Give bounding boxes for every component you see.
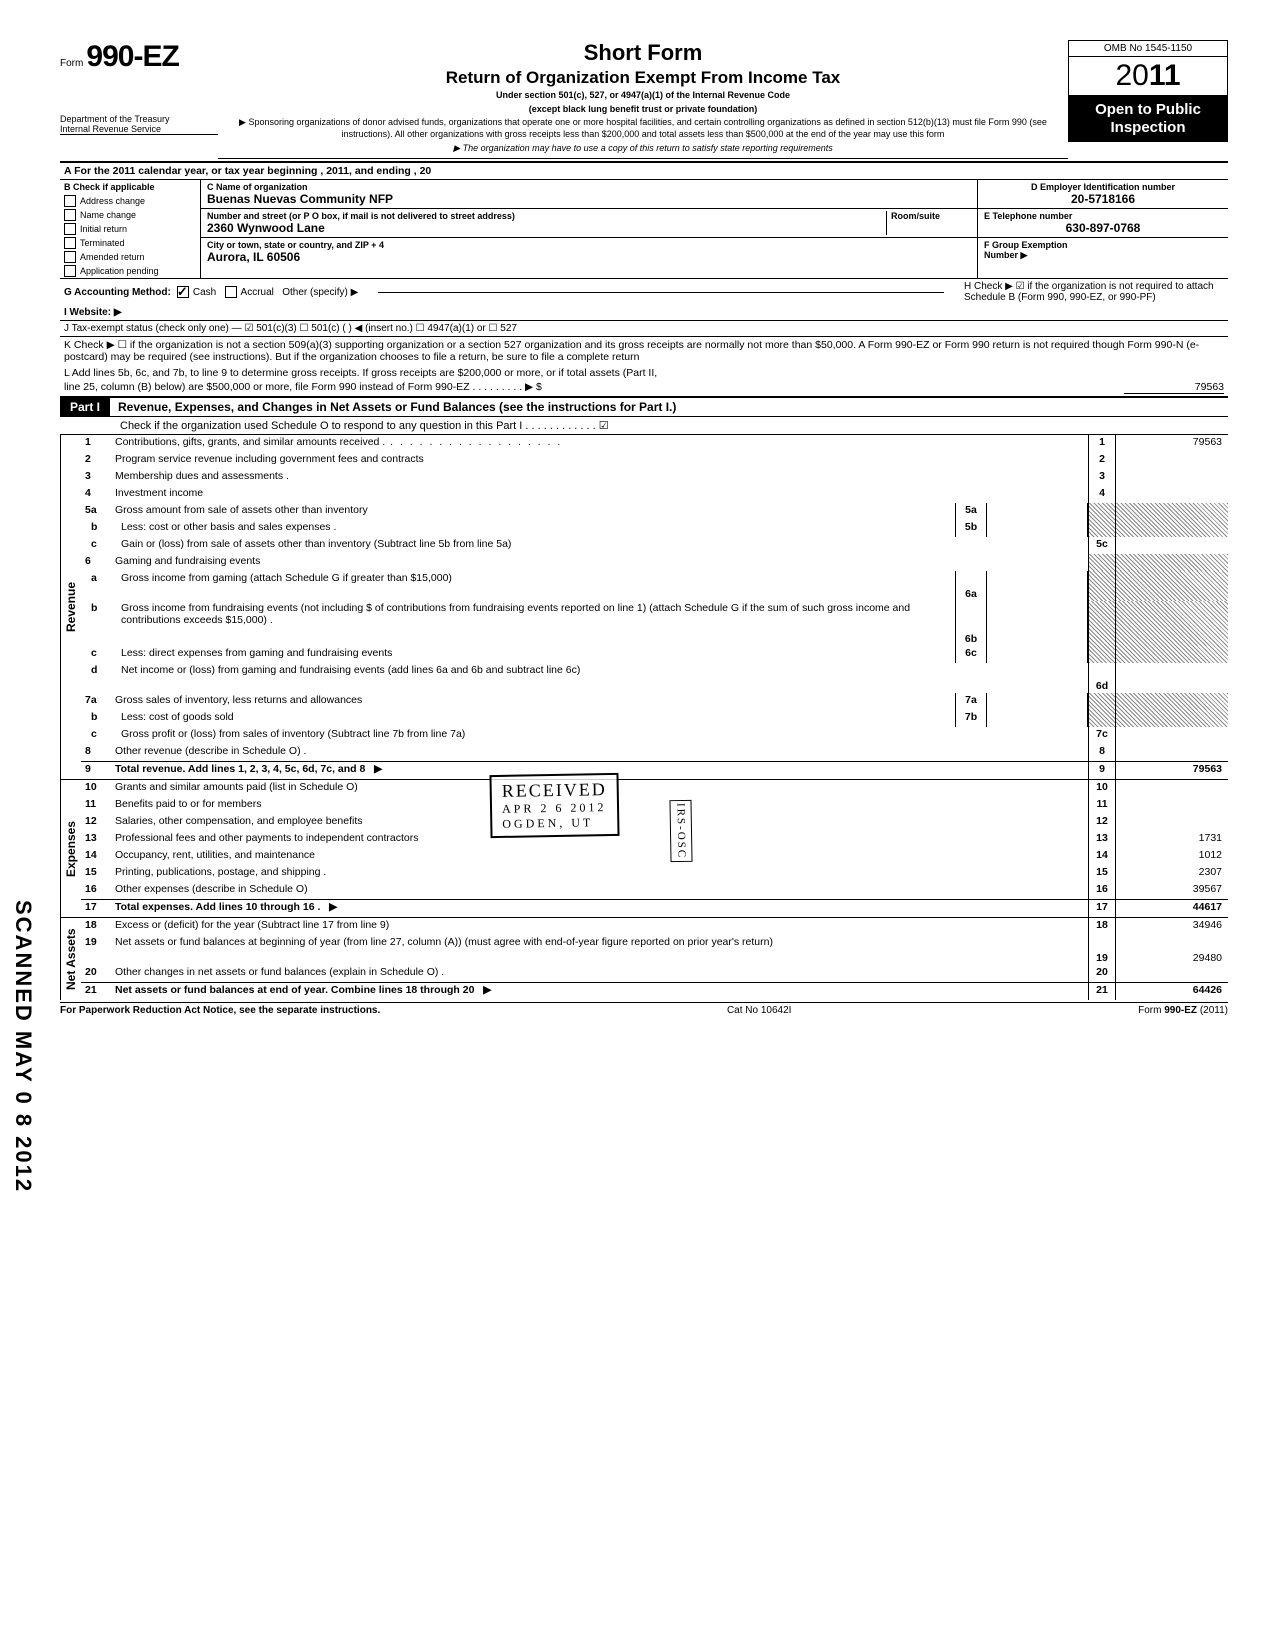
part1-check: Check if the organization used Schedule … [60, 417, 1228, 434]
row-g-h: G Accounting Method: Cash Accrual Other … [60, 278, 1228, 305]
tax-year: 2011 [1068, 57, 1228, 96]
room-label: Room/suite [891, 211, 971, 221]
section-a: A For the 2011 calendar year, or tax yea… [60, 161, 1228, 179]
expenses-block: Expenses 10Grants and similar amounts pa… [60, 779, 1228, 917]
check-cash[interactable] [177, 286, 189, 298]
department-line1: Department of the Treasury [60, 114, 210, 124]
check-address-change[interactable]: Address change [60, 194, 200, 208]
check-terminated[interactable]: Terminated [60, 236, 200, 250]
footer-left: For Paperwork Reduction Act Notice, see … [60, 1005, 380, 1016]
section-c: C Name of organization Buenas Nuevas Com… [201, 180, 978, 278]
side-expenses: Expenses [60, 780, 81, 917]
title-short: Short Form [226, 40, 1060, 66]
form-header: Form 990-EZ Department of the Treasury I… [60, 40, 1228, 159]
form-prefix: Form [60, 58, 83, 69]
row-l-value: 79563 [1124, 381, 1224, 394]
section-bcd: B Check if applicable Address change Nam… [60, 179, 1228, 278]
section-b: B Check if applicable Address change Nam… [60, 180, 201, 278]
row-l1: L Add lines 5b, 6c, and 7b, to line 9 to… [60, 365, 1228, 381]
side-netassets: Net Assets [60, 918, 81, 1000]
section-b-header: B Check if applicable [60, 180, 200, 194]
row-i: I Website: ▶ [60, 305, 1228, 320]
tel-value: 630-897-0768 [984, 221, 1222, 235]
footer-right: Form 990-EZ (2011) [1138, 1005, 1228, 1016]
section-d: D Employer Identification number 20-5718… [978, 180, 1228, 278]
row-j: J Tax-exempt status (check only one) — ☑… [60, 320, 1228, 336]
city-label: City or town, state or country, and ZIP … [207, 240, 971, 250]
sponsor-note: ▶ Sponsoring organizations of donor advi… [226, 117, 1060, 140]
revenue-block: Revenue 1Contributions, gifts, grants, a… [60, 434, 1228, 779]
row-l2: line 25, column (B) below) are $500,000 … [60, 381, 1228, 396]
department-line2: Internal Revenue Service [60, 124, 210, 134]
omb-number: OMB No 1545-1150 [1068, 40, 1228, 57]
ein-label: D Employer Identification number [984, 182, 1222, 192]
row-k: K Check ▶ ☐ if the organization is not a… [60, 336, 1228, 365]
netassets-block: Net Assets 18Excess or (deficit) for the… [60, 917, 1228, 1000]
row-h: H Check ▶ ☑ if the organization is not r… [964, 281, 1224, 303]
check-pending[interactable]: Application pending [60, 264, 200, 278]
title-box: Short Form Return of Organization Exempt… [218, 40, 1068, 159]
addr-label: Number and street (or P O box, if mail i… [207, 211, 886, 221]
form-number-box: Form 990-EZ Department of the Treasury I… [60, 40, 218, 135]
ein-value: 20-5718166 [984, 192, 1222, 206]
part1-tag: Part I [60, 398, 110, 416]
footer: For Paperwork Reduction Act Notice, see … [60, 1002, 1228, 1016]
org-address: 2360 Wynwood Lane [207, 221, 886, 235]
stamp-scanned: SCANNED MAY 0 8 2012 [10, 900, 36, 1193]
form-number: 990-EZ [86, 40, 178, 73]
check-amended[interactable]: Amended return [60, 250, 200, 264]
side-revenue: Revenue [60, 435, 81, 779]
open-inspection: Open to Public Inspection [1068, 96, 1228, 142]
subtitle2: (except black lung benefit trust or priv… [226, 104, 1060, 116]
part1-title: Revenue, Expenses, and Changes in Net As… [110, 398, 684, 416]
group-label: F Group Exemption [984, 240, 1222, 250]
title-main: Return of Organization Exempt From Incom… [226, 68, 1060, 88]
group-label2: Number ▶ [984, 250, 1222, 261]
check-accrual[interactable] [225, 286, 237, 298]
org-name: Buenas Nuevas Community NFP [207, 192, 971, 206]
tel-label: E Telephone number [984, 211, 1222, 221]
subtitle1: Under section 501(c), 527, or 4947(a)(1)… [226, 90, 1060, 102]
org-city: Aurora, IL 60506 [207, 250, 971, 264]
check-name-change[interactable]: Name change [60, 208, 200, 222]
footer-mid: Cat No 10642I [727, 1005, 792, 1016]
right-box: OMB No 1545-1150 2011 Open to Public Ins… [1068, 40, 1228, 142]
part1-header: Part I Revenue, Expenses, and Changes in… [60, 396, 1228, 417]
check-initial-return[interactable]: Initial return [60, 222, 200, 236]
org-name-label: C Name of organization [207, 182, 971, 192]
state-note: ▶ The organization may have to use a cop… [226, 143, 1060, 155]
